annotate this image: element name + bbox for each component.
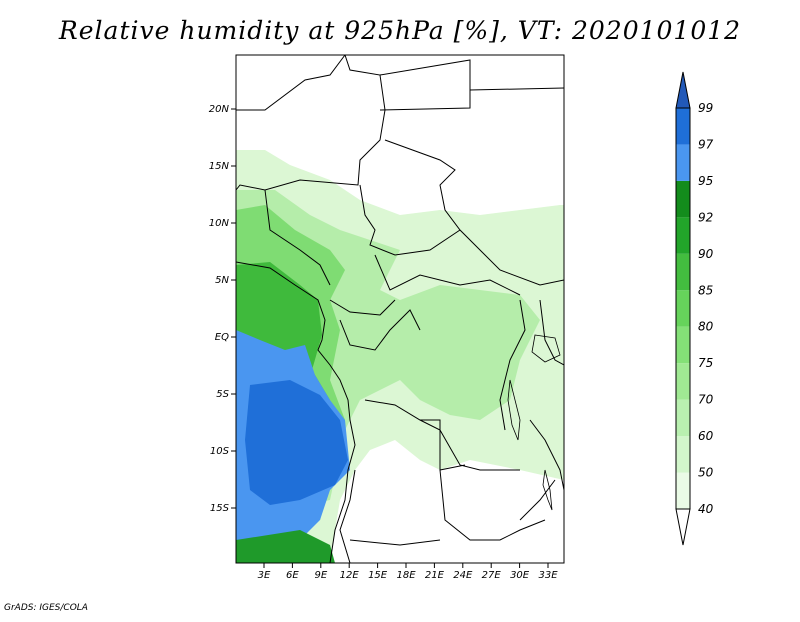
colorbar-label: 80 xyxy=(698,320,714,334)
colorbar-label: 85 xyxy=(698,283,713,297)
humidity-field xyxy=(236,55,564,563)
country-borders xyxy=(236,55,564,563)
colorbar-label: 75 xyxy=(698,356,713,370)
colorbar-label: 40 xyxy=(698,502,714,516)
humidity-band-low-sw xyxy=(236,530,335,563)
colorbar-segment xyxy=(676,144,690,181)
lon-tick-label: 18E xyxy=(396,570,416,581)
colorbar-label: 99 xyxy=(698,101,713,115)
lon-tick-label: 15E xyxy=(368,570,388,581)
lake-tanganyika xyxy=(507,379,521,441)
lat-axis: 20N 15N 10N 5N EQ 5S 10S 15S xyxy=(209,104,236,514)
grads-credit: GrADS: IGES/COLA xyxy=(4,603,88,613)
colorbar-label: 92 xyxy=(698,210,713,224)
chart-title: Relative humidity at 925hPa [%], VT: 202… xyxy=(58,16,742,45)
colorbar-segment xyxy=(676,180,690,218)
colorbar-segment xyxy=(676,326,690,364)
humidity-band-97 xyxy=(245,380,348,505)
lon-tick-label: 3E xyxy=(258,570,271,581)
colorbar-frame xyxy=(675,107,691,510)
lat-tick-label: 10S xyxy=(210,446,230,457)
lakes xyxy=(507,334,561,511)
colorbar-label: 50 xyxy=(698,466,714,480)
lon-tick-label: 12E xyxy=(340,570,360,581)
lat-tick-label: 15S xyxy=(210,503,230,514)
colorbar-label: 70 xyxy=(698,393,714,407)
colorbar-segment xyxy=(676,472,690,509)
map-frame xyxy=(235,54,565,564)
lat-tick-label: 15N xyxy=(209,161,230,172)
lon-tick-label: 30E xyxy=(510,570,530,581)
lon-tick-label: 9E xyxy=(314,570,327,581)
lon-tick-label: 27E xyxy=(482,570,502,581)
colorbar-max-extension xyxy=(675,71,691,109)
lat-tick-label: 5N xyxy=(215,275,229,286)
coastline-west xyxy=(236,261,356,563)
lon-tick-label: 21E xyxy=(425,570,445,581)
lon-tick-label: 6E xyxy=(286,570,299,581)
colorbar-min-extension xyxy=(675,508,691,546)
colorbar-segment xyxy=(676,108,690,145)
lon-tick-label: 33E xyxy=(538,570,558,581)
lon-axis: 3E 6E 9E 12E 15E 18E 21E 24E 27E 30E 33E xyxy=(258,563,558,581)
colorbar-segment xyxy=(676,363,690,400)
lat-tick-label: 20N xyxy=(209,104,230,115)
lake-victoria xyxy=(531,334,561,363)
lon-tick-label: 24E xyxy=(453,570,473,581)
lake-malawi xyxy=(542,469,553,511)
colorbar-segment xyxy=(676,436,690,473)
colorbar: 40 50 60 70 75 80 85 90 92 95 97 99 xyxy=(675,71,714,546)
colorbar-label: 95 xyxy=(698,174,713,188)
lat-tick-label: EQ xyxy=(215,332,229,343)
colorbar-segment xyxy=(676,399,690,437)
colorbar-segment xyxy=(676,290,690,327)
lat-tick-label: 5S xyxy=(216,389,229,400)
colorbar-segment xyxy=(676,253,690,291)
lat-tick-label: 10N xyxy=(209,218,230,229)
colorbar-label: 90 xyxy=(698,247,714,261)
colorbar-label: 97 xyxy=(698,137,714,151)
colorbar-segment xyxy=(676,217,690,254)
colorbar-label: 60 xyxy=(698,429,714,443)
